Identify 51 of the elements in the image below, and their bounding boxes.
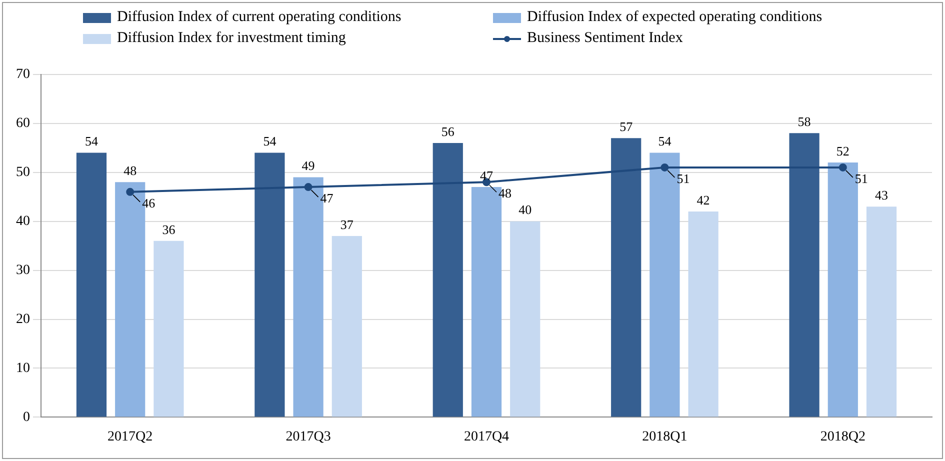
data-label: 47 (320, 190, 334, 206)
data-label: 48 (124, 163, 137, 178)
x-tick-label: 2017Q3 (286, 429, 331, 444)
data-label: 52 (836, 143, 850, 158)
y-tick-label: 60 (16, 116, 30, 132)
y-tick-label: 30 (16, 262, 30, 278)
bar (789, 133, 820, 417)
bar (866, 206, 897, 417)
data-label: 36 (162, 222, 176, 237)
y-tick-label: 0 (23, 410, 30, 425)
data-label: 48 (498, 186, 512, 201)
data-label: 49 (302, 158, 315, 174)
data-label: 57 (620, 118, 634, 134)
y-tick-label: 10 (16, 360, 30, 376)
x-tick-label: 2018Q2 (820, 429, 866, 444)
bar (510, 221, 540, 417)
data-label: 47 (480, 168, 494, 183)
data-label: 51 (854, 170, 868, 186)
legend-label: Diffusion Index of current operating conditions (117, 9, 402, 26)
bar (154, 240, 184, 417)
bar (76, 152, 107, 417)
bar (432, 142, 463, 417)
data-label: 37 (340, 216, 354, 232)
bar (254, 152, 285, 417)
data-label: 54 (658, 134, 672, 149)
data-label: 56 (441, 124, 455, 139)
data-label: 54 (263, 134, 277, 149)
data-label: 46 (142, 195, 156, 210)
data-label: 54 (84, 134, 98, 149)
data-label: 43 (875, 188, 888, 203)
data-label: 42 (696, 192, 710, 208)
bar (611, 138, 642, 417)
point (126, 188, 134, 196)
x-tick-label: 2018Q1 (642, 429, 688, 444)
bar (688, 212, 718, 417)
legend-label: Business Sentiment Index (527, 30, 683, 47)
y-tick-label: 20 (16, 312, 30, 327)
point (660, 163, 669, 172)
y-tick-label: 70 (16, 67, 30, 82)
y-tick-label: 50 (16, 165, 30, 180)
data-label: 58 (798, 114, 811, 130)
x-tick-label: 2017Q2 (108, 429, 153, 444)
x-tick-label: 2017Q4 (464, 429, 510, 444)
point (838, 163, 847, 172)
point (304, 183, 312, 192)
bar (332, 236, 362, 417)
data-label: 40 (518, 202, 532, 218)
legend-label: Diffusion Index of expected operating conditions (527, 9, 822, 26)
y-tick-label: 40 (16, 214, 30, 229)
data-label: 51 (676, 170, 690, 186)
legend-label: Diffusion Index for investment timing (117, 30, 346, 47)
